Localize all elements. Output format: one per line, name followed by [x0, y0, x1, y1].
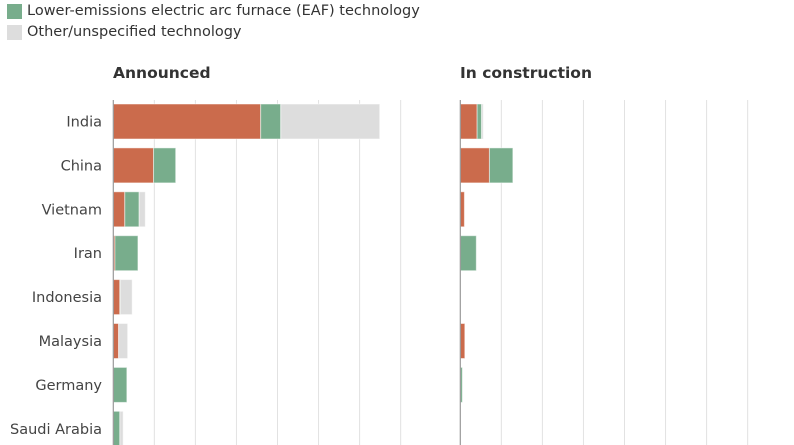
bar-segment — [459, 103, 478, 140]
category-label: Saudi Arabia — [10, 422, 102, 438]
bar-segment — [476, 103, 483, 140]
category-label: Malaysia — [39, 334, 102, 350]
bar-segment — [459, 235, 477, 272]
category-label: Iran — [74, 246, 102, 262]
category-label: Germany — [35, 378, 102, 394]
bar-segment — [112, 191, 126, 228]
bar-segment — [280, 103, 381, 140]
bar-segment — [112, 366, 128, 403]
legend-label-other: Other/unspecified technology — [27, 24, 242, 40]
bar-segment — [112, 323, 120, 359]
category-label: Indonesia — [32, 290, 102, 306]
bar-segment — [119, 410, 124, 445]
bar-segment — [138, 191, 146, 228]
bar-segment — [124, 191, 140, 228]
panel-title-in-construction: In construction — [460, 64, 592, 82]
bar-segment — [459, 191, 465, 228]
bar-segment — [112, 103, 262, 140]
panel-title-announced: Announced — [113, 64, 211, 82]
bar-segment — [481, 103, 484, 140]
bar-segment — [459, 323, 466, 359]
bar-segment — [118, 323, 129, 359]
category-label: Vietnam — [42, 202, 102, 218]
category-label: India — [66, 115, 102, 131]
legend-swatch-eaf — [7, 3, 22, 19]
bar-segment — [112, 147, 155, 184]
legend-item-other: Other/unspecified technology — [7, 24, 242, 40]
category-label: China — [61, 158, 102, 174]
legend-item-eaf: Lower-emissions electric arc furnace (EA… — [7, 3, 420, 19]
bar-segment — [119, 279, 133, 316]
bar-segment — [112, 410, 121, 445]
bar-segment — [488, 147, 514, 184]
bar-segment — [114, 235, 139, 272]
bar-segment — [112, 279, 121, 316]
bar-segment — [260, 103, 282, 140]
legend-swatch-other — [7, 24, 22, 40]
legend-label-eaf: Lower-emissions electric arc furnace (EA… — [27, 3, 420, 19]
bar-segment — [459, 147, 490, 184]
bar-segment — [153, 147, 177, 184]
